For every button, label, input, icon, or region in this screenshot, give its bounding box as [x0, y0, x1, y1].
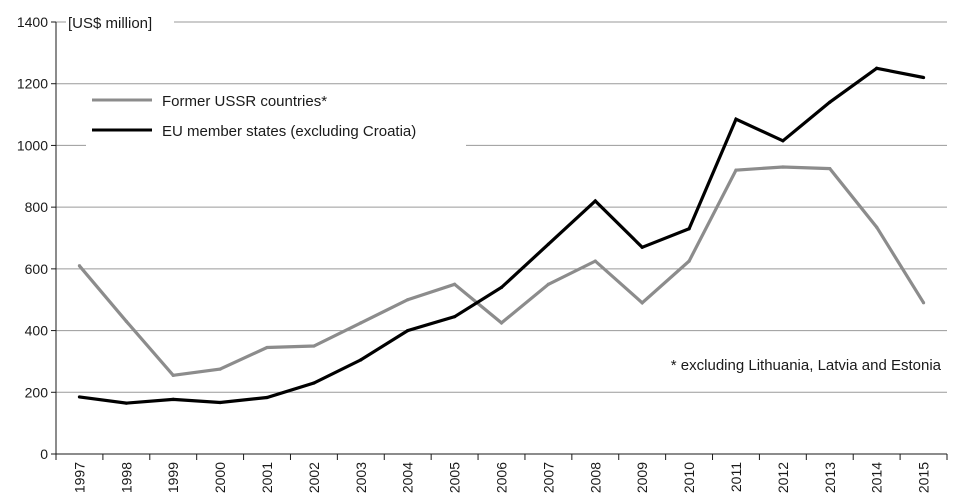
data-point-1-2014: [875, 66, 879, 70]
data-point-0-2010: [687, 259, 691, 263]
data-point-1-2003: [359, 358, 363, 362]
x-tick-label-2004: 2004: [400, 462, 416, 493]
x-tick-label-2006: 2006: [494, 462, 510, 493]
data-point-1-2011: [734, 117, 738, 121]
data-point-0-2009: [640, 301, 644, 305]
data-point-1-2008: [593, 199, 597, 203]
y-tick-label-400: 400: [25, 323, 49, 339]
y-unit-label: [US$ million]: [68, 15, 152, 32]
x-tick-label-2001: 2001: [259, 462, 275, 493]
data-point-1-2004: [406, 328, 410, 333]
data-point-1-1998: [124, 401, 128, 405]
y-tick-label-1400: 1400: [17, 14, 48, 30]
y-axis: 0 200 400 600 800 1000 1200 1400: [17, 14, 57, 462]
data-point-0-2013: [828, 166, 832, 171]
y-tick-label-800: 800: [25, 199, 49, 215]
data-point-1-2001: [265, 395, 269, 400]
y-tick-label-1000: 1000: [17, 137, 48, 153]
x-tick-label-2007: 2007: [540, 462, 556, 493]
x-tick-label-1997: 1997: [71, 462, 87, 493]
data-point-1-2013: [828, 100, 832, 104]
x-tick-label-2013: 2013: [822, 462, 838, 493]
data-point-0-2011: [734, 168, 738, 172]
data-point-1-2000: [218, 400, 222, 405]
data-point-1-2006: [499, 285, 504, 289]
data-point-1-2005: [453, 315, 457, 319]
y-tick-label-0: 0: [40, 446, 48, 462]
unit-label-bg: [66, 11, 174, 35]
data-point-1-2002: [312, 381, 316, 385]
data-point-1-1999: [171, 397, 175, 401]
x-tick-label-2002: 2002: [306, 462, 322, 493]
data-point-0-2004: [406, 298, 410, 302]
x-axis: 1997 1998 1999 2000 2001 2002 2003 2004 2005 2006…: [55, 453, 948, 493]
data-point-0-2003: [359, 321, 363, 325]
data-point-0-2005: [453, 282, 457, 286]
data-point-0-2012: [781, 165, 785, 169]
gridlines: [56, 21, 947, 393]
legend-bg: [86, 88, 466, 146]
data-point-0-2008: [593, 259, 597, 263]
data-point-1-2015: [921, 75, 926, 80]
x-tick-label-2008: 2008: [587, 462, 603, 493]
series-line-0: [78, 165, 925, 377]
data-point-0-2014: [875, 225, 879, 229]
data-point-0-2000: [218, 367, 222, 371]
y-tick-label-200: 200: [25, 384, 49, 400]
data-point-1-2012: [781, 139, 785, 143]
footnote-annotation: * excluding Lithuania, Latvia and Estoni…: [671, 357, 942, 374]
x-tick-label-2009: 2009: [634, 462, 650, 493]
data-point-0-2015: [921, 301, 926, 305]
x-tick-label-2011: 2011: [728, 462, 744, 492]
legend-label-eu: EU member states (excluding Croatia): [162, 123, 416, 140]
data-point-1-2009: [640, 245, 644, 249]
x-tick-label-2003: 2003: [353, 462, 369, 493]
data-point-0-1997: [77, 264, 82, 268]
x-tick-label-1998: 1998: [118, 462, 134, 493]
data-point-1-2007: [546, 242, 550, 246]
data-point-0-2001: [265, 345, 269, 350]
data-point-1-1997: [77, 395, 82, 399]
data-point-1-2010: [687, 227, 691, 231]
legend-label-former-ussr: Former USSR countries*: [162, 93, 327, 110]
y-tick-label-600: 600: [25, 261, 49, 277]
data-point-0-2007: [546, 282, 550, 286]
y-tick-label-1200: 1200: [17, 76, 48, 92]
x-tick-label-2012: 2012: [775, 462, 791, 493]
x-tick-label-2014: 2014: [869, 462, 885, 493]
data-point-0-1999: [171, 373, 175, 377]
data-point-0-1998: [124, 319, 128, 323]
series-layer: [77, 66, 926, 405]
data-point-0-2002: [312, 344, 316, 348]
x-tick-label-2015: 2015: [916, 462, 932, 493]
data-point-0-2006: [499, 321, 504, 325]
legend: Former USSR countries* EU member states …: [86, 88, 466, 146]
x-tick-label-2005: 2005: [447, 462, 463, 493]
x-tick-label-1999: 1999: [165, 462, 181, 493]
x-tick-label-2000: 2000: [212, 462, 228, 493]
annotation-bg: [610, 350, 945, 380]
x-tick-label-2010: 2010: [681, 462, 697, 493]
